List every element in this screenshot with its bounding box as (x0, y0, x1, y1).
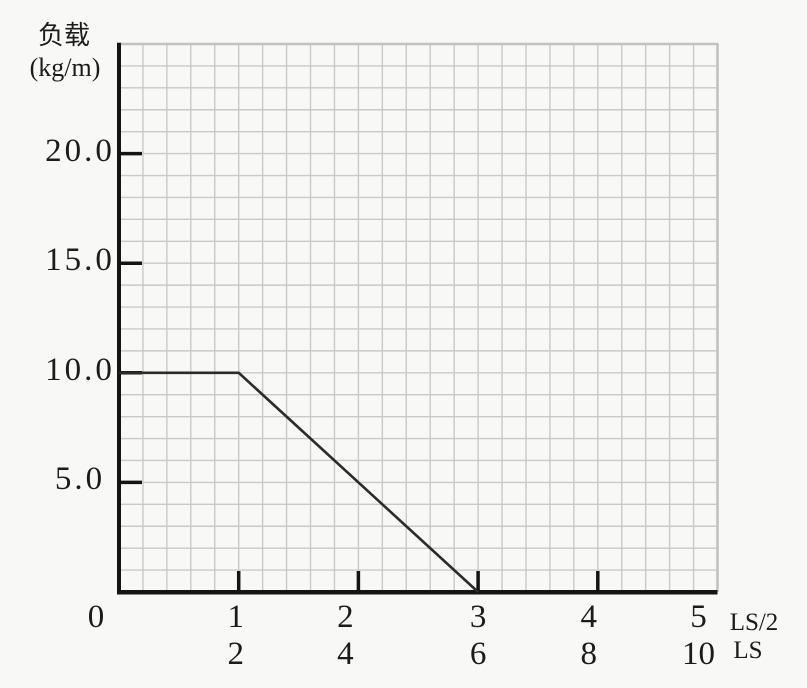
y-tick-label: 5.0 (54, 461, 106, 498)
origin-label: 0 (87, 599, 105, 635)
y-axis-title: 负载 (37, 21, 90, 50)
x-tick-label-primary: 4 (580, 599, 598, 635)
y-tick-label: 15.0 (45, 242, 115, 279)
x-tick-label-secondary: 6 (469, 636, 487, 672)
x-tick-label-secondary: 8 (580, 636, 598, 672)
x-tick-label-secondary: 2 (227, 636, 244, 672)
x-tick-label-primary: 3 (469, 599, 487, 635)
y-tick-label: 20.0 (45, 132, 115, 169)
x-tick-label-secondary: 10 (682, 636, 715, 672)
x-tick-label-primary: 1 (227, 599, 244, 635)
y-axis-unit-label: (kg/m) (29, 53, 101, 82)
y-tick-label: 10.0 (45, 351, 115, 388)
x-tick-label-primary: 2 (337, 599, 354, 635)
series-load-curve (119, 371, 479, 593)
x-tick-label-primary: 5 (690, 599, 707, 635)
x-axis-secondary-unit-label: LS (733, 637, 763, 664)
x-axis-primary-unit-label: LS/2 (729, 609, 779, 636)
x-tick-label-secondary: 4 (337, 636, 354, 672)
